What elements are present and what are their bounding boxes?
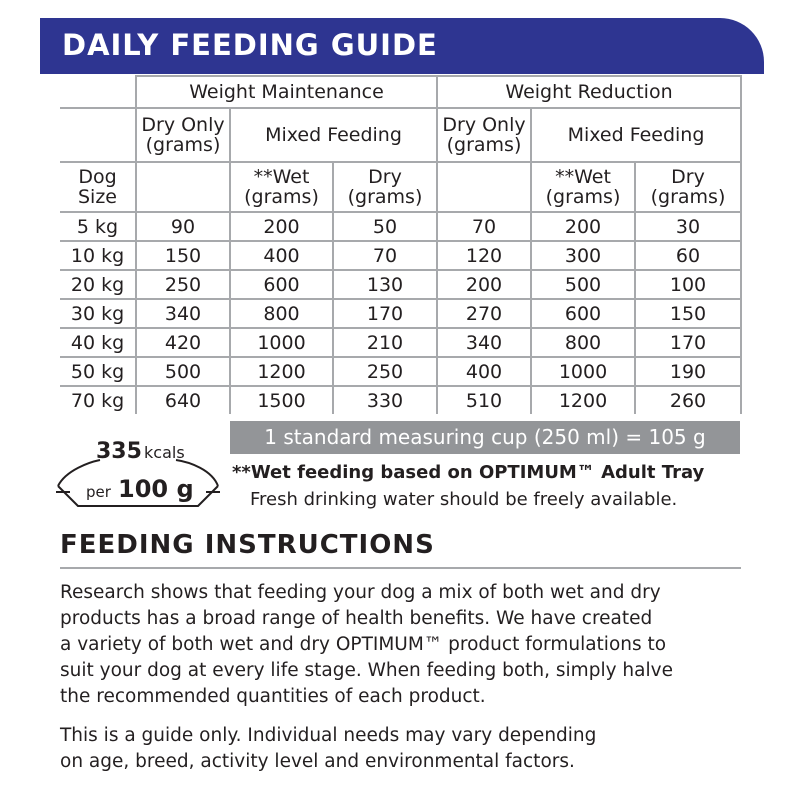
per-label: per bbox=[86, 483, 111, 501]
water-note: Fresh drinking water should be freely av… bbox=[250, 489, 678, 510]
value-cell: 30 bbox=[634, 211, 742, 242]
value-cell: 60 bbox=[634, 240, 742, 271]
kcal-unit: kcals bbox=[144, 443, 185, 462]
value-cell: 1000 bbox=[229, 327, 334, 358]
column-header-wet: **Wet (grams) bbox=[530, 161, 636, 213]
dog-size-cell: 5 kg bbox=[60, 211, 137, 242]
blank-corner bbox=[60, 107, 137, 163]
value-cell: 270 bbox=[436, 298, 532, 329]
dog-size-cell: 40 kg bbox=[60, 327, 137, 358]
paragraph-line: suit your dog at every life stage. When … bbox=[60, 660, 673, 681]
value-cell: 800 bbox=[229, 298, 334, 329]
value-cell: 510 bbox=[436, 385, 532, 414]
column-header-empty bbox=[135, 161, 231, 213]
value-cell: 100 bbox=[634, 269, 742, 300]
value-cell: 330 bbox=[332, 385, 438, 414]
page-title: DAILY FEEDING GUIDE bbox=[62, 28, 438, 62]
value-cell: 170 bbox=[332, 298, 438, 329]
paragraph-line: a variety of both wet and dry OPTIMUM™ p… bbox=[60, 634, 667, 655]
paragraph-line: Research shows that feeding your dog a m… bbox=[60, 582, 661, 603]
guide-disclaimer: This is a guide only. Individual needs m… bbox=[60, 723, 596, 775]
value-cell: 120 bbox=[436, 240, 532, 271]
column-header-dry: Dry (grams) bbox=[634, 161, 742, 213]
value-cell: 400 bbox=[436, 356, 532, 387]
dog-size-cell: 50 kg bbox=[60, 356, 137, 387]
feeding-table: Weight Maintenance Weight Reduction Dry … bbox=[60, 75, 742, 414]
value-cell: 300 bbox=[530, 240, 636, 271]
paragraph-line: on age, breed, activity level and enviro… bbox=[60, 751, 575, 772]
dog-size-cell: 70 kg bbox=[60, 385, 137, 414]
bowl-icon bbox=[56, 459, 220, 507]
value-cell: 90 bbox=[135, 211, 231, 242]
value-cell: 500 bbox=[530, 269, 636, 300]
value-cell: 150 bbox=[634, 298, 742, 329]
value-cell: 500 bbox=[135, 356, 231, 387]
dog-size-cell: 30 kg bbox=[60, 298, 137, 329]
value-cell: 200 bbox=[436, 269, 532, 300]
value-cell: 50 bbox=[332, 211, 438, 242]
wet-feeding-note: **Wet feeding based on OPTIMUM™ Adult Tr… bbox=[232, 462, 705, 483]
subheader-dry-only: Dry Only (grams) bbox=[436, 107, 532, 163]
value-cell: 250 bbox=[332, 356, 438, 387]
column-header-dog-size: Dog Size bbox=[60, 161, 137, 213]
table-row: 40 kg 420 1000 210 340 800 170 bbox=[60, 327, 742, 358]
table-row: 30 kg 340 800 170 270 600 150 bbox=[60, 298, 742, 329]
table-row: 10 kg 150 400 70 120 300 60 bbox=[60, 240, 742, 271]
value-cell: 400 bbox=[229, 240, 334, 271]
group-header-reduction: Weight Reduction bbox=[436, 75, 742, 109]
value-cell: 170 bbox=[634, 327, 742, 358]
subheader-dry-only: Dry Only (grams) bbox=[135, 107, 231, 163]
subheader-mixed-feeding: Mixed Feeding bbox=[229, 107, 438, 163]
column-header-wet: **Wet (grams) bbox=[229, 161, 334, 213]
value-cell: 210 bbox=[332, 327, 438, 358]
divider bbox=[60, 567, 741, 569]
value-cell: 70 bbox=[436, 211, 532, 242]
table-row: 50 kg 500 1200 250 400 1000 190 bbox=[60, 356, 742, 387]
instructions-title: FEEDING INSTRUCTIONS bbox=[60, 530, 435, 560]
paragraph-line: the recommended quantities of each produ… bbox=[60, 686, 486, 707]
value-cell: 260 bbox=[634, 385, 742, 414]
value-cell: 420 bbox=[135, 327, 231, 358]
value-cell: 340 bbox=[436, 327, 532, 358]
value-cell: 600 bbox=[530, 298, 636, 329]
paragraph-line: This is a guide only. Individual needs m… bbox=[60, 725, 597, 746]
paragraph-line: products has a broad range of health ben… bbox=[60, 608, 653, 629]
per-amount: 100 g bbox=[118, 475, 194, 503]
column-header-empty bbox=[436, 161, 532, 213]
dog-size-cell: 20 kg bbox=[60, 269, 137, 300]
instructions-paragraph: Research shows that feeding your dog a m… bbox=[60, 580, 673, 710]
value-cell: 190 bbox=[634, 356, 742, 387]
value-cell: 600 bbox=[229, 269, 334, 300]
column-header-dry: Dry (grams) bbox=[332, 161, 438, 213]
blank-corner bbox=[60, 76, 137, 109]
value-cell: 1200 bbox=[530, 385, 636, 414]
kcal-value: 335 bbox=[96, 439, 142, 464]
value-cell: 150 bbox=[135, 240, 231, 271]
table-row: 5 kg 90 200 50 70 200 30 bbox=[60, 211, 742, 242]
value-cell: 70 bbox=[332, 240, 438, 271]
value-cell: 800 bbox=[530, 327, 636, 358]
group-header-maintenance: Weight Maintenance bbox=[135, 75, 438, 109]
value-cell: 1500 bbox=[229, 385, 334, 414]
table-row: 20 kg 250 600 130 200 500 100 bbox=[60, 269, 742, 300]
subheader-mixed-feeding: Mixed Feeding bbox=[530, 107, 742, 163]
value-cell: 340 bbox=[135, 298, 231, 329]
value-cell: 1200 bbox=[229, 356, 334, 387]
value-cell: 250 bbox=[135, 269, 231, 300]
value-cell: 130 bbox=[332, 269, 438, 300]
value-cell: 200 bbox=[229, 211, 334, 242]
dog-size-cell: 10 kg bbox=[60, 240, 137, 271]
value-cell: 200 bbox=[530, 211, 636, 242]
table-row: 70 kg 640 1500 330 510 1200 260 bbox=[60, 385, 742, 414]
value-cell: 1000 bbox=[530, 356, 636, 387]
measuring-cup-note: 1 standard measuring cup (250 ml) = 105 … bbox=[230, 421, 740, 454]
value-cell: 640 bbox=[135, 385, 231, 414]
title-banner: DAILY FEEDING GUIDE bbox=[40, 18, 764, 74]
